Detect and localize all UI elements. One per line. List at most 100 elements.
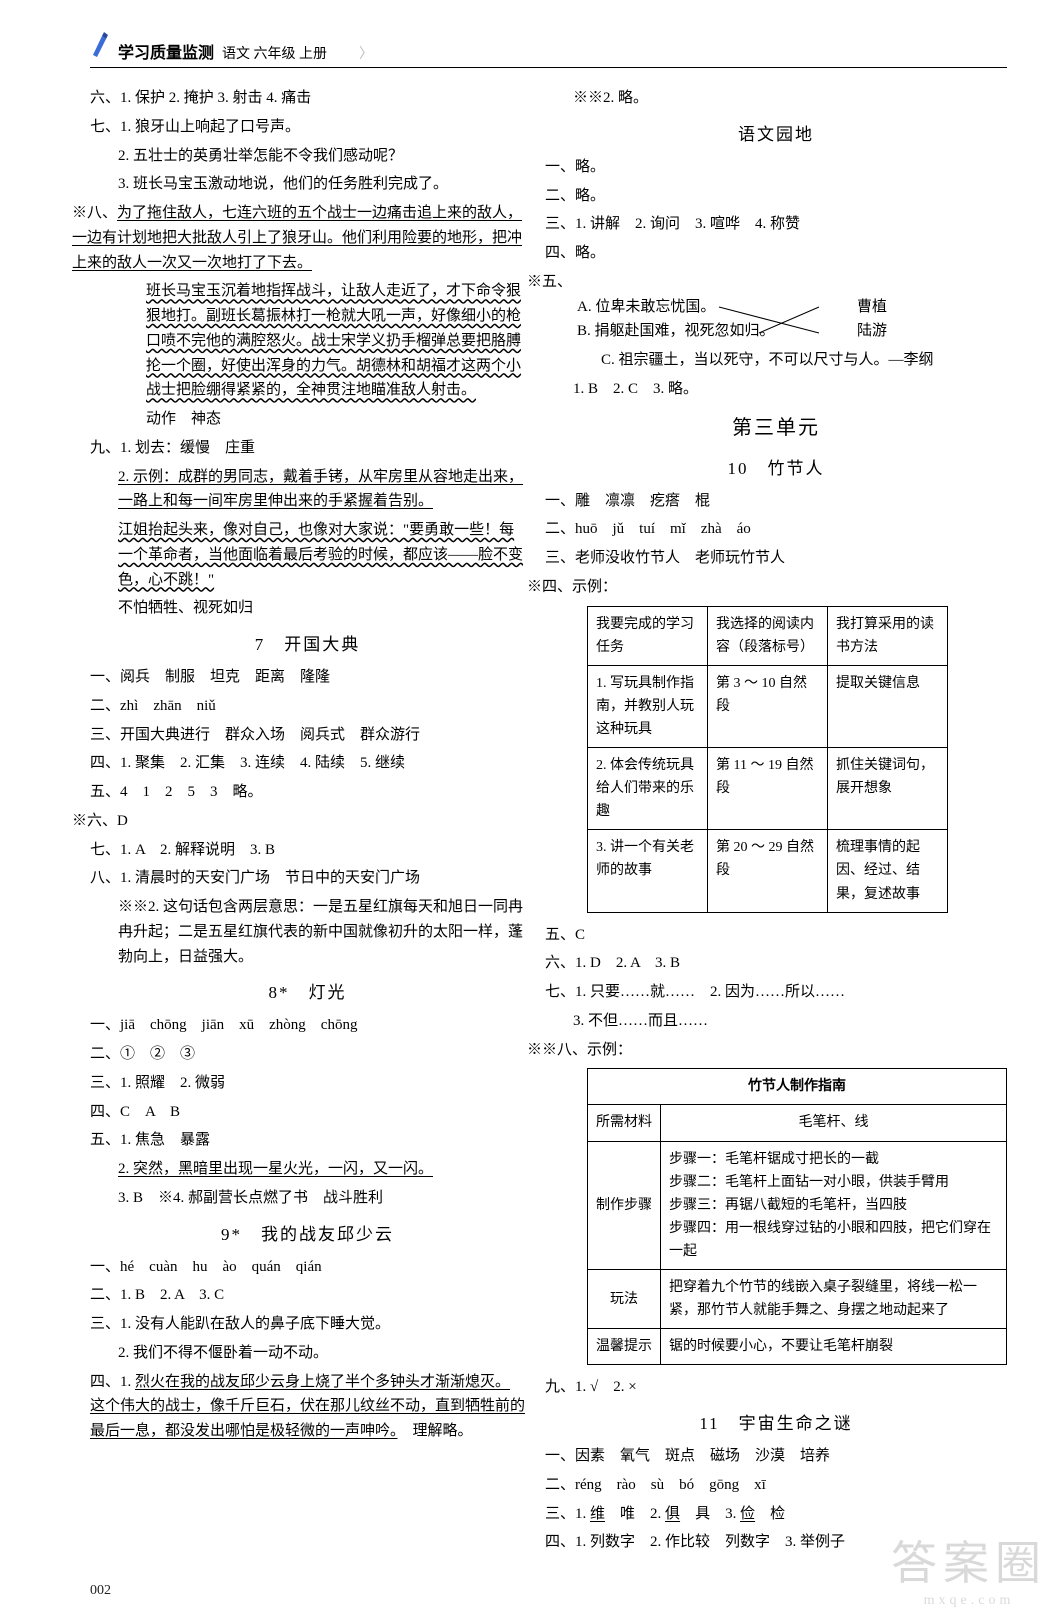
item-9-4: 四、1. 烈火在我的战友邱少云身上烧了半个多钟头才渐渐熄灭。这个伟大的战士，像千…	[90, 1370, 525, 1444]
item: ※※2. 这句话包含两层意思：一是五星红旗每天和旭日一同冉冉升起；二是五星红旗代…	[90, 895, 525, 969]
item: 三、1. 维 唯 2. 俱 具 3. 俭 检	[545, 1502, 1007, 1527]
item: 六、1. 保护 2. 掩护 3. 射击 4. 痛击	[90, 86, 525, 111]
item: 一、雕 凛凛 疙瘩 棍	[545, 489, 1007, 514]
item: C. 祖宗疆土，当以死守，不可以尺寸与人。—李纲	[545, 348, 1007, 373]
table-row: 温馨提示 锯的时候要小心，不要让毛笔杆崩裂	[588, 1329, 1007, 1365]
section-heading-7: 7 开国大典	[90, 631, 525, 659]
td: 把穿着九个竹节的线嵌入桌子裂缝里，将线一松一紧，那竹节人就能手舞之、身摆之地动起…	[661, 1270, 1007, 1329]
item: 四、1. 聚集 2. 汇集 3. 连续 4. 陆续 5. 继续	[90, 751, 525, 776]
item: 九、1. 划去：缓慢 庄重	[90, 436, 525, 461]
item: 一、jiā chōng jiān xū zhòng chōng	[90, 1013, 525, 1038]
section-heading-10: 10 竹节人	[545, 455, 1007, 483]
td: 锯的时候要小心，不要让毛笔杆崩裂	[661, 1329, 1007, 1365]
item: 2. 我们不得不偃卧着一动不动。	[90, 1341, 525, 1366]
td: 3. 讲一个有关老师的故事	[588, 830, 708, 912]
item: 二、1. B 2. A 3. C	[90, 1283, 525, 1308]
item: 3. B ※4. 郝副营长点燃了书 战斗胜利	[90, 1186, 525, 1211]
rowhead: 温馨提示	[588, 1329, 661, 1365]
td: 第 11 ～ 19 自然段	[708, 748, 828, 830]
auth-b: 陆游	[827, 319, 887, 344]
prefix: ※五、	[527, 274, 572, 290]
item: ※※2. 略。	[545, 86, 1007, 111]
td: 1. 写玩具制作指南，并教别人玩这种玩具	[588, 665, 708, 747]
item: 三、1. 讲解 2. 询问 3. 喧哗 4. 称赞	[545, 212, 1007, 237]
u: 俭	[740, 1506, 755, 1522]
item: 三、1. 照耀 2. 微弱	[90, 1071, 525, 1096]
rowhead: 制作步骤	[588, 1141, 661, 1269]
item: 七、1. A 2. 解释说明 3. B	[90, 838, 525, 863]
prefix: ※八、	[72, 205, 117, 221]
u: 维	[590, 1506, 605, 1522]
table-row: 玩法 把穿着九个竹节的线嵌入桌子裂缝里，将线一松一紧，那竹节人就能手舞之、身摆之…	[588, 1270, 1007, 1329]
header-sub: 语文 六年级 上册	[222, 43, 327, 63]
item: 七、1. 只要……就…… 2. 因为……所以……	[545, 980, 1007, 1005]
opt-b: B. 捐躯赴国难，视死忽如归。	[577, 319, 827, 344]
item: 三、1. 没有人能趴在敌人的鼻子底下睡大觉。	[90, 1312, 525, 1337]
item: 一、因素 氧气 斑点 磁场 沙漠 培养	[545, 1444, 1007, 1469]
item: 一、略。	[545, 155, 1007, 180]
td: 抓住关键词句，展开想象	[828, 748, 948, 830]
auth-a: 曹植	[827, 295, 887, 320]
th: 我选择的阅读内容（段落标号）	[708, 606, 828, 665]
item: 江姐抬起头来，像对自己，也像对大家说："要勇敢一些！每一个革命者，当他面临着最后…	[90, 518, 525, 592]
page-number: 002	[90, 1583, 111, 1599]
item: 2. 五壮士的英勇壮举怎能不令我们感动呢？	[90, 144, 525, 169]
page-header: 学习质量监测 语文 六年级 上册 〉	[90, 30, 1007, 68]
item: 五、4 1 2 5 3 略。	[90, 780, 525, 805]
left-column: 六、1. 保护 2. 掩护 3. 射击 4. 痛击 七、1. 狼牙山上响起了口号…	[90, 86, 525, 1559]
underlined-text: 2. 示例：成群的男同志，戴着手铐，从牢房里从容地走出来，一路上和每一间牢房里伸…	[118, 469, 523, 510]
match-block: ※五、 A. 位卑未敢忘忧国。曹植 B. 捐躯赴国难，视死忽如归。陆游	[527, 270, 1007, 344]
chevron-icon: 〉	[359, 43, 373, 63]
item: 五、C	[545, 923, 1007, 948]
item: 四、C A B	[90, 1100, 525, 1125]
item: 八、1. 清晨时的天安门广场 节日中的天安门广场	[90, 866, 525, 891]
item: 2. 突然，黑暗里出现一星火光，一闪，又一闪。	[90, 1157, 525, 1182]
table-reading-plan: 我要完成的学习任务 我选择的阅读内容（段落标号） 我打算采用的读书方法 1. 写…	[587, 606, 948, 913]
table-row: 2. 体会传统玩具给人们带来的乐趣 第 11 ～ 19 自然段 抓住关键词句，展…	[588, 748, 948, 830]
item: 3. 不但……而且……	[545, 1009, 1007, 1034]
item: 一、hé cuàn hu ào quán qián	[90, 1255, 525, 1280]
item: 七、1. 狼牙山上响起了口号声。	[90, 115, 525, 140]
item: 2. 示例：成群的男同志，戴着手铐，从牢房里从容地走出来，一路上和每一间牢房里伸…	[90, 465, 525, 515]
td: 步骤一：毛笔杆锯成寸把长的一截 步骤二：毛笔杆上面钻一对小眼，供装手臂用 步骤三…	[661, 1141, 1007, 1269]
section-heading-9: 9* 我的战友邱少云	[90, 1221, 525, 1249]
td: 毛笔杆、线	[661, 1105, 1007, 1141]
item: 六、1. D 2. A 3. B	[545, 951, 1007, 976]
prefix: 四、1.	[90, 1374, 135, 1390]
item: 二、zhì zhān niǔ	[90, 694, 525, 719]
item: 二、略。	[545, 184, 1007, 209]
td: 提取关键信息	[828, 665, 948, 747]
item: 三、开国大典进行 群众入场 阅兵式 群众游行	[90, 723, 525, 748]
rowhead: 所需材料	[588, 1105, 661, 1141]
item: 3. 班长马宝玉激动地说，他们的任务胜利完成了。	[90, 172, 525, 197]
item: ※※八、示例：	[527, 1038, 1007, 1063]
item: 二、huō jǔ tuí mǐ zhà áo	[545, 517, 1007, 542]
watermark-url: mxqe.com	[891, 1593, 1047, 1609]
item-8b: 班长马宝玉沉着地指挥战斗，让敌人走近了，才下命令狠狠地打。副班长葛振林打一枪就大…	[90, 279, 525, 403]
item-8: ※八、为了拖住敌人，七连六班的五个战士一边痛击追上来的敌人，一边有计划地把大批敌…	[72, 201, 525, 275]
th: 我打算采用的读书方法	[828, 606, 948, 665]
opt-a: A. 位卑未敢忘忧国。	[577, 295, 827, 320]
right-column: ※※2. 略。 语文园地 一、略。 二、略。 三、1. 讲解 2. 询问 3. …	[545, 86, 1007, 1559]
table-row: 3. 讲一个有关老师的故事 第 20 ～ 29 自然段 梳理事情的起因、经过、结…	[588, 830, 948, 912]
header-title: 学习质量监测	[118, 39, 214, 63]
item: ※四、示例：	[527, 575, 1007, 600]
table-row: 所需材料 毛笔杆、线	[588, 1105, 1007, 1141]
underlined-text: 为了拖住敌人，七连六班的五个战士一边痛击追上来的敌人，一边有计划地把大批敌人引上…	[72, 205, 522, 271]
rowhead: 玩法	[588, 1270, 661, 1329]
two-column-layout: 六、1. 保护 2. 掩护 3. 射击 4. 痛击 七、1. 狼牙山上响起了口号…	[90, 86, 1007, 1559]
table-row: 1. 写玩具制作指南，并教别人玩这种玩具 第 3 ～ 10 自然段 提取关键信息	[588, 665, 948, 747]
matching-lines: A. 位卑未敢忘忧国。曹植 B. 捐躯赴国难，视死忽如归。陆游	[527, 295, 1007, 345]
underlined-text: 2. 突然，黑暗里出现一星火光，一闪，又一闪。	[118, 1161, 433, 1177]
item: 一、阅兵 制服 坦克 距离 隆隆	[90, 665, 525, 690]
item: 二、① ② ③	[90, 1042, 525, 1067]
item: 三、老师没收竹节人 老师玩竹节人	[545, 546, 1007, 571]
th: 我要完成的学习任务	[588, 606, 708, 665]
unit-heading-3: 第三单元	[545, 412, 1007, 445]
item-8tag: 动作 神态	[90, 407, 525, 432]
table-make-guide: 竹节人制作指南 所需材料 毛笔杆、线 制作步骤 步骤一：毛笔杆锯成寸把长的一截 …	[587, 1068, 1007, 1365]
wavy-text: 江姐抬起头来，像对自己，也像对大家说："要勇敢一些！每一个革命者，当他面临着最后…	[118, 522, 523, 588]
item: 五、1. 焦急 暴露	[90, 1128, 525, 1153]
item: 二、réng rào sù bó gōng xī	[545, 1473, 1007, 1498]
suffix: 理解略。	[398, 1423, 473, 1439]
